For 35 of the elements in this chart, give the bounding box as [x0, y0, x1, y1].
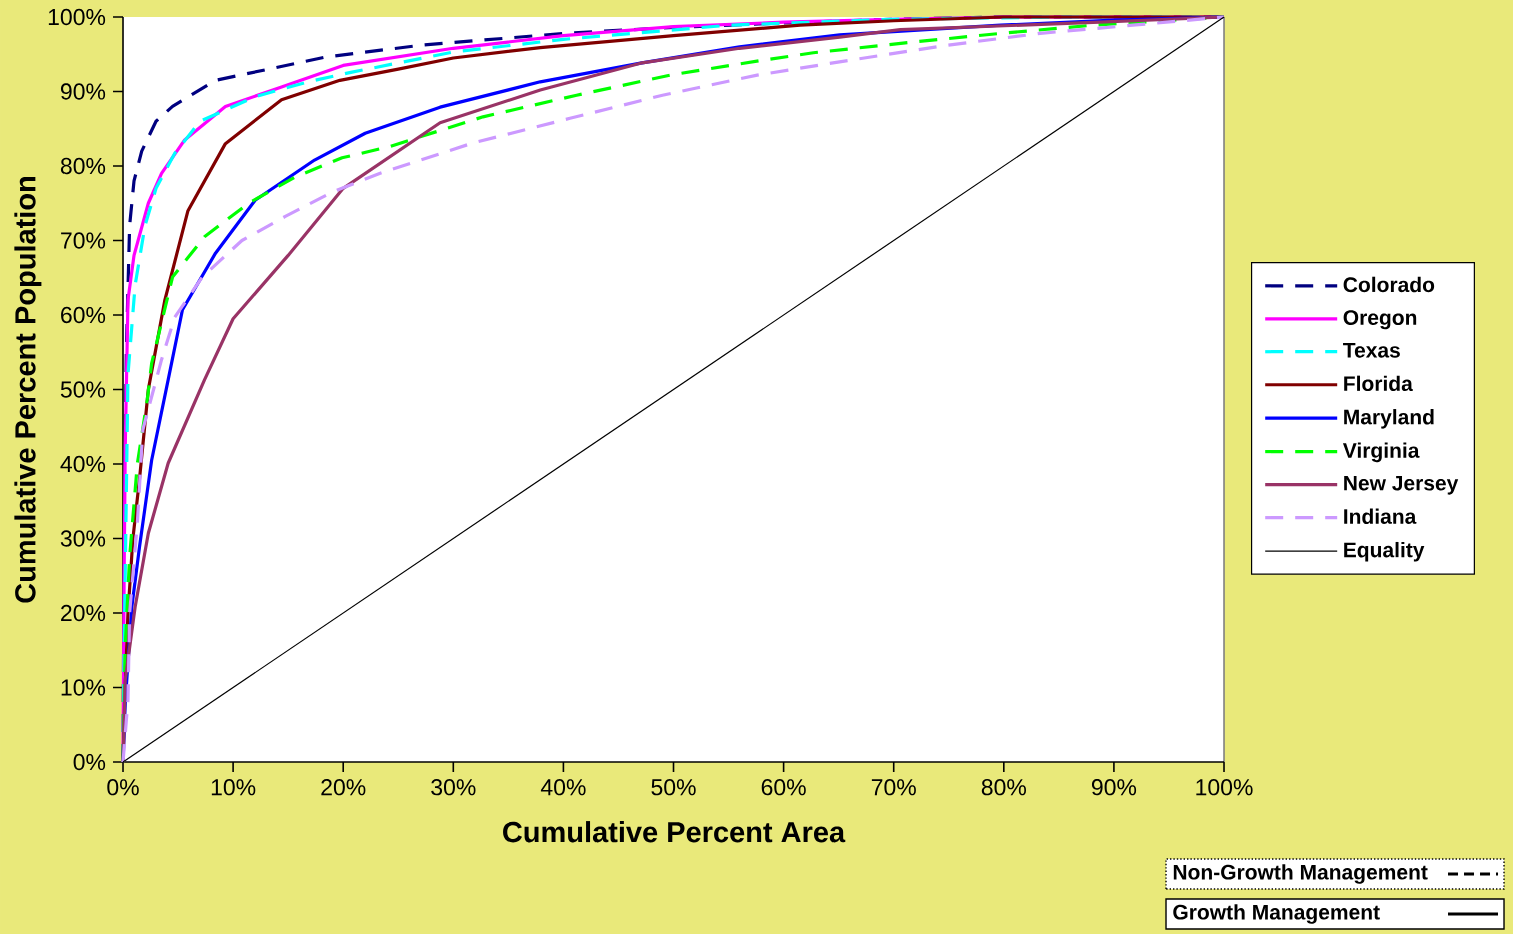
- y-tick-label: 50%: [60, 381, 106, 398]
- x-tick-label: 60%: [761, 779, 806, 796]
- y-tick-label: 10%: [61, 679, 106, 696]
- y-tick-label: 0%: [73, 753, 106, 771]
- text: Non-Growth Management: [1173, 864, 1428, 884]
- y-tick-label: 70%: [61, 232, 106, 249]
- y-axis-title: Cumulative Percent Population: [14, 176, 42, 603]
- y-tick-label: 90%: [60, 83, 106, 100]
- x-tick-label: 80%: [981, 779, 1027, 796]
- x-tick-label: 70%: [871, 779, 916, 796]
- legend-label: Equality: [1344, 541, 1425, 562]
- x-tick-label: 20%: [321, 779, 366, 796]
- x-tick-label: 30%: [431, 779, 476, 796]
- text: Growth Management: [1173, 904, 1380, 924]
- x-tick-label: 0%: [107, 779, 139, 796]
- legend-label: Florida: [1344, 375, 1413, 392]
- y-tick-label: 40%: [60, 455, 106, 473]
- x-tick-label: 50%: [651, 779, 696, 796]
- legend-label: Oregon: [1343, 310, 1417, 330]
- legend-label: Virginia: [1342, 442, 1420, 463]
- legend-label: Texas: [1343, 343, 1400, 358]
- legend-label: Indiana: [1344, 508, 1417, 524]
- y-tick-label: 20%: [61, 604, 106, 622]
- x-tick-label: 40%: [540, 779, 586, 796]
- x-tick-label: 10%: [211, 779, 256, 796]
- y-tick-label: 100%: [48, 8, 106, 26]
- x-tick-label: 100%: [1196, 779, 1253, 796]
- y-tick-label: 30%: [60, 530, 106, 547]
- x-axis-title: Cumulative Percent Area: [503, 821, 846, 843]
- legend-label: Colorado: [1343, 276, 1435, 293]
- y-tick-label: 80%: [60, 157, 106, 175]
- x-tick-label: 90%: [1091, 779, 1137, 796]
- y-tick-label: 60%: [61, 306, 106, 324]
- legend-label: Maryland: [1344, 409, 1434, 429]
- legend-label: New Jersey: [1344, 475, 1459, 495]
